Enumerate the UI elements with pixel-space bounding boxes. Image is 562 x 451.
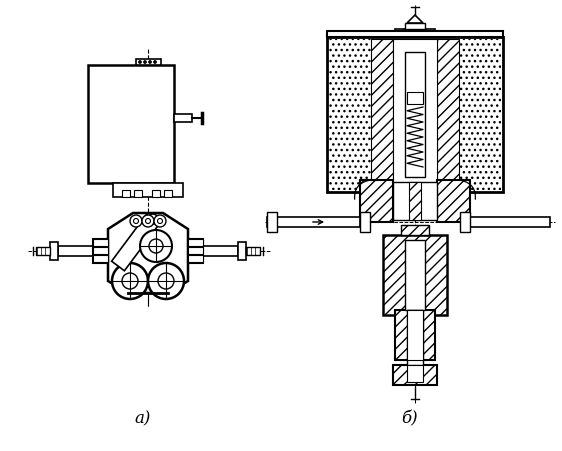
Circle shape	[148, 60, 152, 64]
Circle shape	[148, 214, 158, 224]
Circle shape	[153, 60, 156, 64]
Bar	[393, 39, 437, 190]
Bar	[405, 52, 425, 177]
Circle shape	[138, 60, 142, 64]
Bar	[122, 190, 130, 197]
Bar	[460, 212, 470, 232]
Bar	[36, 247, 50, 255]
Bar	[401, 225, 429, 235]
Bar	[409, 182, 421, 220]
Bar	[405, 23, 425, 29]
Bar	[93, 255, 108, 262]
Bar	[188, 239, 203, 246]
Bar	[164, 190, 172, 197]
Bar	[395, 310, 435, 360]
Circle shape	[134, 218, 138, 224]
Polygon shape	[112, 214, 160, 271]
Bar	[93, 239, 108, 246]
Circle shape	[146, 218, 151, 224]
Polygon shape	[108, 213, 188, 293]
Bar	[203, 246, 238, 256]
Bar	[327, 37, 503, 192]
Bar	[407, 92, 423, 104]
Circle shape	[154, 215, 166, 227]
Bar	[267, 217, 360, 227]
Bar	[407, 310, 423, 360]
Bar	[93, 239, 108, 263]
Bar	[188, 239, 203, 263]
Bar	[134, 190, 142, 197]
Bar	[393, 182, 437, 220]
Circle shape	[122, 273, 138, 289]
Circle shape	[158, 273, 174, 289]
Bar	[188, 247, 203, 254]
Polygon shape	[407, 15, 423, 23]
Text: б): б)	[401, 410, 418, 427]
Circle shape	[140, 230, 172, 262]
Bar	[238, 242, 246, 260]
Bar	[437, 39, 459, 190]
Circle shape	[142, 215, 154, 227]
Circle shape	[112, 263, 148, 299]
Bar	[329, 39, 371, 190]
Bar	[393, 365, 437, 385]
Circle shape	[149, 239, 163, 253]
Bar	[267, 212, 277, 232]
Circle shape	[143, 60, 147, 64]
Bar	[58, 246, 93, 256]
Bar	[360, 212, 370, 232]
Bar	[327, 31, 503, 37]
Bar	[113, 183, 183, 197]
Bar	[174, 114, 192, 122]
Bar	[383, 235, 447, 315]
Bar	[88, 65, 174, 183]
Circle shape	[130, 215, 142, 227]
Circle shape	[157, 218, 162, 224]
Bar	[407, 365, 423, 382]
Bar	[459, 39, 501, 190]
Bar	[136, 59, 161, 65]
Bar	[50, 242, 58, 260]
Bar	[188, 255, 203, 262]
Bar	[407, 310, 423, 365]
Bar	[395, 29, 435, 37]
Bar	[437, 180, 470, 222]
Bar	[152, 190, 160, 197]
Bar	[405, 240, 425, 310]
Bar	[371, 39, 393, 190]
Bar	[93, 247, 108, 254]
Circle shape	[148, 263, 184, 299]
Bar	[470, 217, 550, 227]
Bar	[246, 247, 260, 255]
Bar	[360, 180, 393, 222]
Text: а): а)	[134, 410, 151, 427]
